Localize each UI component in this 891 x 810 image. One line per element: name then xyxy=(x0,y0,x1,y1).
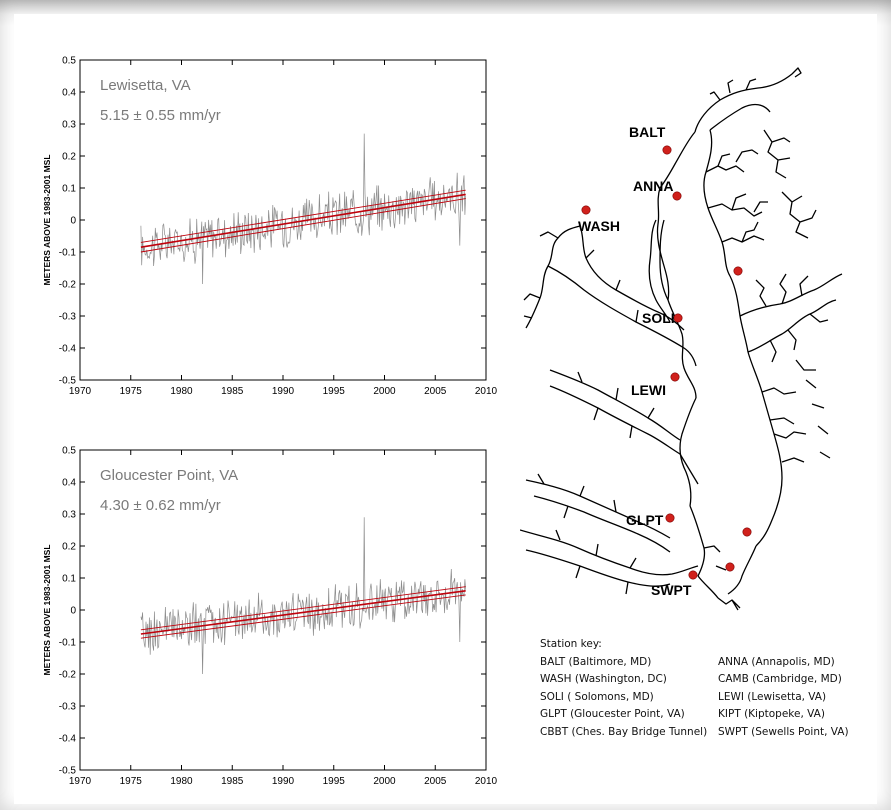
station-key-title: Station key: xyxy=(540,638,602,650)
inset-rate: 5.15 ± 0.55 mm/yr xyxy=(100,107,221,124)
station-key-entry: CBBT (Ches. Bay Bridge Tunnel) xyxy=(540,725,708,738)
y-tick-label: 0.5 xyxy=(62,446,76,457)
bay-shoreline xyxy=(520,67,843,611)
confidence-bound-line xyxy=(140,189,466,243)
station-label-anna: ANNA xyxy=(633,178,673,194)
y-tick-label: 0.5 xyxy=(62,56,76,67)
y-tick-label: 0 xyxy=(70,606,76,617)
station-marker-soli xyxy=(673,313,683,323)
x-tick-label: 1980 xyxy=(170,386,193,397)
y-tick-label: -0.2 xyxy=(59,670,77,681)
inset-title: Gloucester Point, VA xyxy=(100,467,238,484)
confidence-bound-line xyxy=(140,198,466,253)
x-tick-label: 1985 xyxy=(221,776,244,787)
x-tick-label: 1980 xyxy=(170,776,193,787)
y-tick-label: -0.4 xyxy=(59,344,77,355)
trend-line xyxy=(140,590,466,635)
inset-title: Lewisetta, VA xyxy=(100,77,191,94)
y-tick-label: 0 xyxy=(70,216,76,227)
station-label-lewi: LEWI xyxy=(631,382,666,398)
station-marker-wash xyxy=(581,205,591,215)
x-tick-label: 1990 xyxy=(272,776,295,787)
station-key-entry: GLPT (Gloucester Point, VA) xyxy=(540,708,685,720)
x-tick-label: 1975 xyxy=(120,776,143,787)
station-key-entry: BALT (Baltimore, MD) xyxy=(540,655,652,668)
y-tick-label: 0.4 xyxy=(62,478,76,489)
station-key-row: BALT (Baltimore, MD) ANNA (Annapolis, MD) xyxy=(540,654,849,672)
lewisetta-sea-level-chart: 0.5 0.4 0.3 0.2 0.1 0 -0.1 -0.2 -0.3 -0.4 -0.51970… xyxy=(42,56,498,398)
x-tick-label: 1975 xyxy=(120,386,143,397)
station-key-entry: ANNA (Annapolis, MD) xyxy=(718,655,835,668)
y-tick-label: 0.3 xyxy=(62,120,76,131)
y-tick-label: 0.1 xyxy=(62,574,76,585)
y-tick-label: 0.4 xyxy=(62,88,76,99)
y-tick-label: -0.4 xyxy=(59,734,77,745)
monthly-sea-level-series xyxy=(140,133,467,285)
chesapeake-bay-map: BALTANNAWASHCAMBSOLILEWIGLPTKIPTCBBTSWPT xyxy=(520,67,843,611)
station-key-entry: WASH (Washington, DC) xyxy=(540,673,667,685)
x-tick-label: 1995 xyxy=(323,386,346,397)
x-tick-label: 2005 xyxy=(424,386,447,397)
y-tick-label: 0.2 xyxy=(62,542,76,553)
y-tick-label: -0.3 xyxy=(59,702,77,713)
x-tick-label: 2010 xyxy=(475,386,498,397)
station-key-entry: CAMB (Cambridge, MD) xyxy=(718,673,842,685)
station-key: Station key: BALT (Baltimore, MD) ANNA (A… xyxy=(540,636,849,741)
trend-line xyxy=(140,193,466,248)
gloucester-point-sea-level-chart: 0.5 0.4 0.3 0.2 0.1 0 -0.1 -0.2 -0.3 -0.4 -0.51970… xyxy=(42,446,498,788)
x-tick-label: 1985 xyxy=(221,386,244,397)
station-key-row: SOLI ( Solomons, MD) LEWI (Lewisetta, VA) xyxy=(540,689,849,707)
station-labels: BALTANNAWASHCAMBSOLILEWIGLPTKIPTCBBTSWPT xyxy=(578,124,692,598)
station-key-row: CBBT (Ches. Bay Bridge Tunnel) SWPT (Sewe… xyxy=(540,724,849,742)
inset-rate: 4.30 ± 0.62 mm/yr xyxy=(100,497,221,514)
monthly-sea-level-series xyxy=(140,517,467,675)
x-tick-label: 2010 xyxy=(475,776,498,787)
station-marker-swpt xyxy=(688,570,698,580)
x-tick-label: 1970 xyxy=(69,776,92,787)
station-markers xyxy=(581,145,752,580)
y-tick-label: -0.1 xyxy=(59,638,77,649)
y-tick-label: -0.2 xyxy=(59,280,77,291)
x-tick-label: 1990 xyxy=(272,386,295,397)
station-label-wash: WASH xyxy=(578,218,620,234)
y-tick-label: -0.1 xyxy=(59,248,77,259)
y-axis-label: METERS ABOVE 1983-2001 MSL xyxy=(42,544,52,675)
y-tick-label: 0.1 xyxy=(62,184,76,195)
station-key-entry: SWPT (Sewells Point, VA) xyxy=(718,725,849,738)
confidence-bound-line xyxy=(140,586,466,631)
x-tick-label: 1970 xyxy=(69,386,92,397)
x-tick-label: 1995 xyxy=(323,776,346,787)
x-tick-label: 2000 xyxy=(373,776,396,787)
station-key-entry: SOLI ( Solomons, MD) xyxy=(540,690,654,703)
y-tick-label: 0.2 xyxy=(62,152,76,163)
station-marker-cbbt xyxy=(725,562,735,572)
station-label-soli: SOLI xyxy=(642,310,675,326)
y-tick-label: -0.3 xyxy=(59,312,77,323)
station-key-row: GLPT (Gloucester Point, VA) KIPT (Kiptope… xyxy=(540,706,849,724)
y-tick-label: -0.5 xyxy=(59,766,77,777)
station-key-row: WASH (Washington, DC) CAMB (Cambridge, MD… xyxy=(540,671,849,689)
station-key-entry: KIPT (Kiptopeke, VA) xyxy=(718,708,825,720)
confidence-bound-line xyxy=(140,594,466,639)
station-marker-anna xyxy=(672,191,682,201)
station-marker-camb xyxy=(733,266,743,276)
station-marker-glpt xyxy=(665,513,675,523)
station-label-balt: BALT xyxy=(629,124,666,140)
x-tick-label: 2005 xyxy=(424,776,447,787)
station-label-swpt: SWPT xyxy=(651,582,692,598)
x-tick-label: 2000 xyxy=(373,386,396,397)
y-tick-label: -0.5 xyxy=(59,376,77,387)
station-key-entry: LEWI (Lewisetta, VA) xyxy=(718,690,827,703)
station-marker-lewi xyxy=(670,372,680,382)
station-marker-balt xyxy=(662,145,672,155)
y-tick-label: 0.3 xyxy=(62,510,76,521)
plot-area xyxy=(79,449,487,771)
station-label-glpt: GLPT xyxy=(626,512,664,528)
y-axis-label: METERS ABOVE 1983-2001 MSL xyxy=(42,154,52,285)
station-marker-kipt xyxy=(742,527,752,537)
